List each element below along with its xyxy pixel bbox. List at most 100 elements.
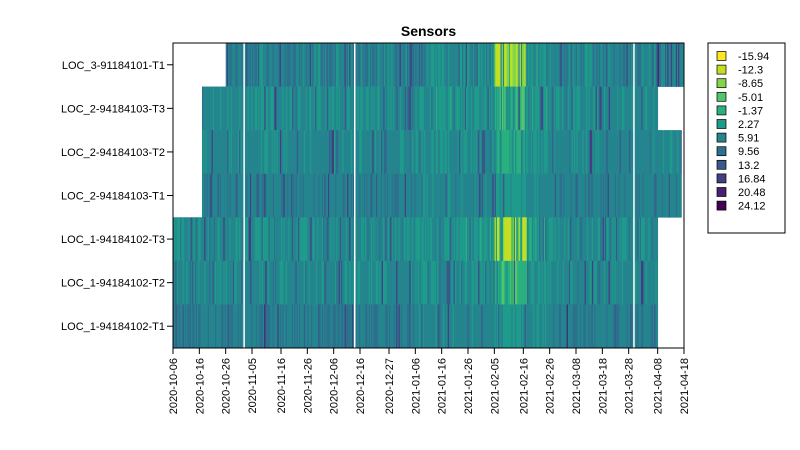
heatmap-cell bbox=[657, 173, 660, 218]
heatmap-cell bbox=[426, 173, 428, 218]
heatmap-cell bbox=[210, 217, 212, 262]
heatmap-cell bbox=[331, 130, 334, 175]
heatmap-cell bbox=[335, 130, 337, 175]
heatmap-cell bbox=[450, 217, 452, 262]
heatmap-cell bbox=[607, 130, 610, 175]
heatmap-cell bbox=[554, 304, 557, 349]
heatmap-cell bbox=[590, 130, 593, 175]
heatmap-cell bbox=[284, 43, 287, 87]
heatmap-cell bbox=[416, 304, 419, 349]
heatmap-cell bbox=[505, 173, 508, 218]
heatmap-cell bbox=[363, 86, 366, 131]
heatmap-cell bbox=[462, 130, 464, 175]
heatmap-cell bbox=[558, 260, 560, 305]
heatmap-cell bbox=[596, 304, 599, 349]
heatmap-cell bbox=[409, 260, 411, 305]
heatmap-cell bbox=[499, 260, 501, 305]
heatmap-cell bbox=[423, 260, 426, 305]
heatmap-cell bbox=[491, 217, 493, 262]
heatmap-cell bbox=[623, 130, 625, 175]
heatmap-cell bbox=[624, 130, 626, 175]
heatmap-cell bbox=[217, 130, 220, 175]
legend-swatch bbox=[716, 173, 727, 184]
heatmap-cell bbox=[407, 130, 409, 175]
heatmap-cell bbox=[512, 260, 515, 305]
x-tick-label: 2020-12-06 bbox=[329, 358, 341, 414]
heatmap-cell bbox=[258, 304, 260, 349]
heatmap-cell bbox=[233, 304, 235, 349]
heatmap-cell bbox=[229, 304, 231, 349]
heatmap-cell bbox=[219, 217, 222, 262]
heatmap-cell bbox=[273, 130, 276, 175]
heatmap-cell bbox=[341, 304, 343, 349]
heatmap-cell bbox=[602, 86, 605, 131]
heatmap-cell bbox=[561, 304, 564, 349]
heatmap-cell bbox=[225, 43, 228, 87]
heatmap-cell bbox=[517, 217, 519, 262]
heatmap-cell bbox=[365, 304, 367, 349]
heatmap-cell bbox=[290, 173, 293, 218]
heatmap-cell bbox=[493, 86, 496, 131]
heatmap-cell bbox=[308, 260, 311, 305]
heatmap-cell bbox=[513, 86, 516, 131]
heatmap-cell bbox=[301, 217, 303, 262]
heatmap-cell bbox=[465, 304, 468, 349]
heatmap-cell bbox=[458, 86, 461, 131]
heatmap-cell bbox=[596, 130, 599, 175]
heatmap-cell bbox=[647, 217, 649, 262]
heatmap-cell bbox=[204, 86, 206, 131]
heatmap-cell bbox=[503, 304, 505, 349]
heatmap-cell bbox=[575, 260, 577, 305]
heatmap-cell bbox=[505, 43, 507, 87]
heatmap-cell bbox=[405, 43, 408, 87]
heatmap-cell bbox=[332, 130, 335, 175]
heatmap-cell bbox=[511, 173, 514, 218]
heatmap-cell bbox=[289, 86, 292, 131]
heatmap-cell bbox=[351, 304, 354, 349]
heatmap-cell bbox=[675, 43, 678, 87]
heatmap-cell bbox=[181, 217, 183, 262]
heatmap-cell bbox=[296, 217, 299, 262]
heatmap-cell bbox=[467, 130, 469, 175]
heatmap-cell bbox=[494, 130, 497, 175]
heatmap-cell bbox=[599, 86, 601, 131]
heatmap-cell bbox=[217, 173, 220, 218]
heatmap-cell bbox=[497, 304, 499, 349]
heatmap-cell bbox=[678, 173, 680, 218]
heatmap-cell bbox=[437, 130, 439, 175]
heatmap-cell bbox=[314, 130, 317, 175]
heatmap-cell bbox=[440, 43, 443, 87]
heatmap-cell bbox=[369, 173, 372, 218]
heatmap-cell bbox=[285, 43, 288, 87]
heatmap-cell bbox=[440, 304, 443, 349]
heatmap-cell bbox=[428, 304, 431, 349]
heatmap-cell bbox=[561, 217, 564, 262]
heatmap-cell bbox=[255, 217, 258, 262]
heatmap-cell bbox=[535, 217, 537, 262]
heatmap-cell bbox=[577, 260, 579, 305]
heatmap-cell bbox=[564, 173, 566, 218]
heatmap-cell bbox=[391, 130, 394, 175]
heatmap-cell bbox=[257, 130, 259, 175]
heatmap-cell bbox=[265, 86, 268, 131]
heatmap-cell bbox=[587, 260, 589, 305]
heatmap-cell bbox=[369, 304, 372, 349]
heatmap-cell bbox=[588, 43, 590, 87]
heatmap-cell bbox=[181, 304, 183, 349]
heatmap-cell bbox=[497, 260, 499, 305]
heatmap-cell bbox=[446, 260, 449, 305]
heatmap-cell bbox=[625, 130, 628, 175]
heatmap-cell bbox=[545, 130, 547, 175]
heatmap-cell bbox=[636, 217, 638, 262]
heatmap-cell bbox=[500, 86, 503, 131]
heatmap-cell bbox=[405, 86, 408, 131]
heatmap-cell bbox=[647, 173, 649, 218]
heatmap-cell bbox=[533, 304, 535, 349]
heatmap-cell bbox=[564, 260, 566, 305]
heatmap-cell bbox=[360, 173, 362, 218]
heatmap-cell bbox=[495, 43, 498, 87]
heatmap-cell bbox=[290, 86, 293, 131]
heatmap-cell bbox=[522, 173, 524, 218]
legend-swatch bbox=[716, 64, 727, 75]
heatmap-cell bbox=[233, 86, 235, 131]
